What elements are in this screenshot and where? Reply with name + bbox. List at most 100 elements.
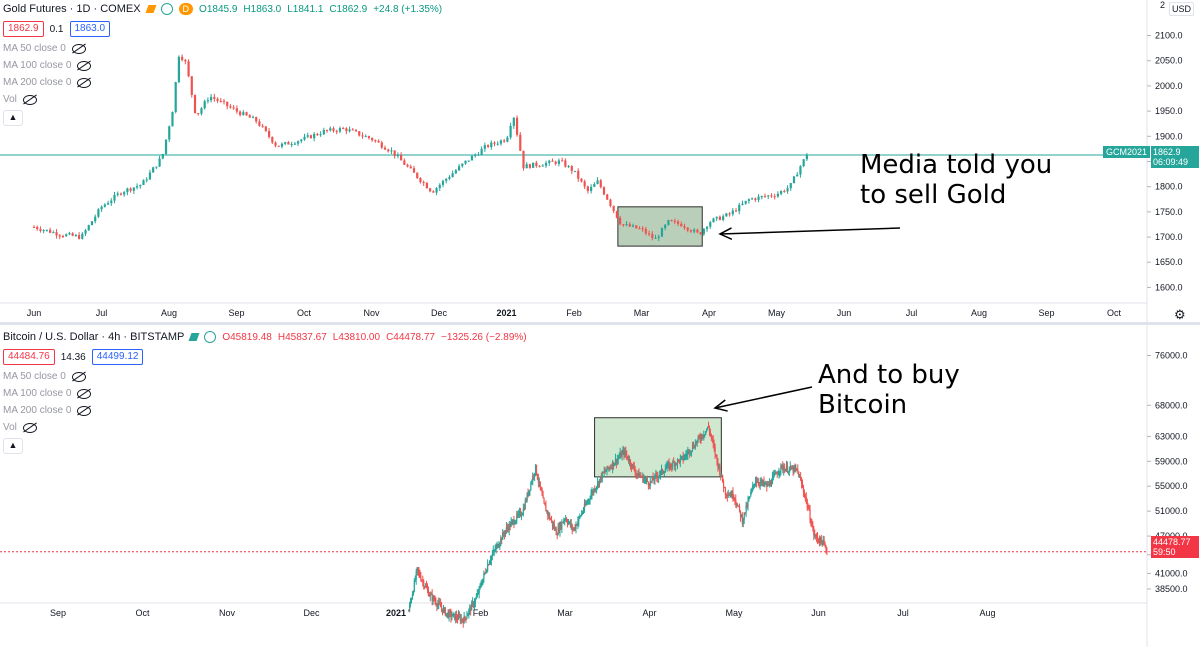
hidden-eye-icon[interactable] — [72, 372, 86, 382]
candle-body — [783, 191, 785, 192]
candle-body — [485, 573, 486, 574]
candle-body — [571, 166, 573, 171]
candle-body — [493, 143, 495, 144]
candle-body — [704, 434, 705, 435]
candle-body — [418, 571, 419, 573]
candle-body — [525, 501, 526, 509]
indicator-ma50[interactable]: MA 50 close 0 — [3, 368, 527, 385]
candle-body — [423, 581, 424, 586]
candle-body — [397, 155, 399, 156]
candle-body — [408, 611, 409, 612]
candle-body — [75, 235, 77, 236]
gold-chart-pane[interactable]: 1600.01650.01700.01750.01800.01850.01900… — [0, 0, 1200, 322]
candle-body — [735, 210, 737, 211]
gold-ohlc-high: H1863.0 — [243, 4, 281, 15]
candle-body — [683, 226, 685, 227]
candle-body — [498, 546, 499, 548]
indicator-ma200[interactable]: MA 200 close 0 — [3, 74, 442, 91]
indicator-ma50[interactable]: MA 50 close 0 — [3, 40, 442, 57]
collapse-legend-button[interactable]: ▲ — [3, 438, 23, 454]
candle-body — [458, 166, 460, 170]
candle-body — [714, 444, 715, 448]
candle-body — [478, 593, 479, 594]
gold-ohlc-change: +24.8 (+1.35%) — [373, 4, 442, 15]
candle-body — [505, 531, 506, 535]
candle-body — [374, 140, 376, 141]
btc-symbol-title[interactable]: Bitcoin / U.S. Dollar · 4h · BITSTAMP — [3, 331, 184, 343]
hidden-eye-icon[interactable] — [77, 78, 91, 88]
candle-body — [514, 523, 515, 524]
candle-body — [619, 457, 620, 458]
candle-body — [441, 607, 442, 608]
candle-body — [471, 603, 472, 611]
candle-body — [451, 616, 452, 617]
candle-body — [654, 238, 656, 239]
btc-chart-pane[interactable]: 38500.041000.044000.047000.051000.055000… — [0, 325, 1200, 647]
candle-body — [716, 455, 717, 460]
flag-icon[interactable] — [189, 333, 200, 341]
x-tick-label: Jul — [96, 308, 108, 318]
candle-body — [437, 604, 438, 606]
candle-body — [580, 179, 582, 182]
candle-body — [627, 456, 628, 459]
delay-badge[interactable]: D — [179, 3, 194, 15]
hidden-eye-icon[interactable] — [23, 423, 37, 433]
candle-body — [603, 187, 605, 194]
gold-ask-box[interactable]: 1863.0 — [70, 21, 111, 37]
indicator-ma100[interactable]: MA 100 close 0 — [3, 385, 527, 402]
candle-body — [390, 150, 392, 151]
candle-body — [788, 472, 789, 473]
candle-body — [495, 546, 496, 549]
candle-body — [149, 173, 151, 180]
gold-last-price-tag: 1862.9 06:09:49 — [1151, 146, 1199, 168]
candle-body — [587, 187, 589, 192]
candle-body — [481, 149, 483, 155]
candle-body — [415, 579, 416, 580]
candle-body — [805, 496, 806, 497]
gold-bid-box[interactable]: 1862.9 — [3, 21, 44, 37]
y-tick-label: 1900.0 — [1155, 131, 1183, 141]
candle-body — [323, 130, 325, 134]
hidden-eye-icon[interactable] — [72, 44, 86, 54]
candle-body — [475, 599, 476, 603]
candle-body — [699, 437, 700, 439]
candle-body — [442, 181, 444, 185]
candle-body — [634, 466, 635, 470]
btc-ask-box[interactable]: 44499.12 — [92, 349, 144, 365]
hidden-eye-icon[interactable] — [77, 406, 91, 416]
candle-body — [811, 524, 812, 525]
candle-body — [621, 453, 622, 457]
candle-body — [640, 476, 641, 477]
candle-body — [745, 201, 747, 204]
candle-body — [625, 451, 626, 455]
gold-symbol-title[interactable]: Gold Futures · 1D · COMEX — [3, 3, 141, 15]
candle-body — [578, 517, 579, 521]
hidden-eye-icon[interactable] — [77, 389, 91, 399]
currency-label[interactable]: USD — [1169, 2, 1194, 16]
candle-body — [589, 499, 590, 500]
candle-body — [162, 154, 164, 159]
hidden-eye-icon[interactable] — [77, 61, 91, 71]
settings-gear-icon[interactable]: ⚙ — [1174, 307, 1186, 323]
indicator-volume[interactable]: Vol — [3, 91, 442, 108]
candle-body — [419, 178, 421, 182]
indicator-ma100[interactable]: MA 100 close 0 — [3, 57, 442, 74]
candle-body — [543, 498, 544, 503]
flag-icon[interactable] — [145, 5, 156, 13]
candle-body — [46, 230, 48, 231]
gold-annotation: Media told you to sell Gold — [860, 150, 1052, 210]
gold-symbol-tag: GCM2021 — [1103, 146, 1150, 158]
candle-body — [126, 188, 128, 192]
market-status-icon[interactable] — [161, 3, 173, 15]
collapse-legend-button[interactable]: ▲ — [3, 110, 23, 126]
btc-bid-box[interactable]: 44484.76 — [3, 349, 55, 365]
hidden-eye-icon[interactable] — [23, 95, 37, 105]
x-tick-label: Aug — [161, 308, 177, 318]
candle-body — [645, 229, 647, 233]
candle-body — [139, 185, 141, 186]
candle-body — [477, 155, 479, 156]
indicator-ma200[interactable]: MA 200 close 0 — [3, 402, 527, 419]
candle-body — [535, 163, 537, 166]
market-status-icon[interactable] — [204, 331, 216, 343]
indicator-volume[interactable]: Vol — [3, 419, 527, 436]
